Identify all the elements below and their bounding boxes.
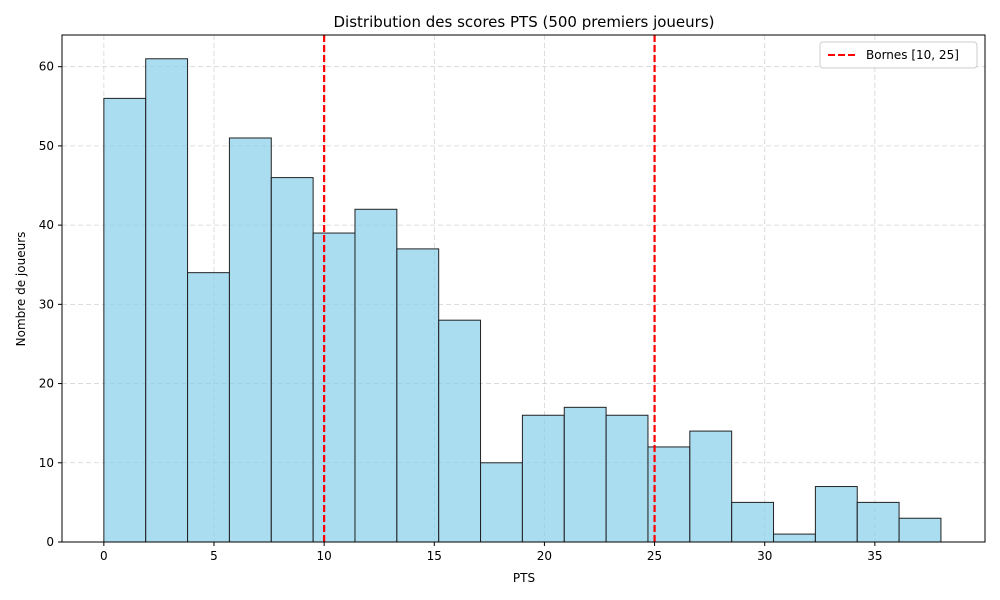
x-axis-label: PTS: [513, 571, 535, 585]
x-tick-label: 20: [537, 549, 552, 563]
plot-frame: [61, 34, 986, 543]
y-tick-label: 30: [39, 297, 54, 311]
x-tick-label: 30: [757, 549, 772, 563]
x-tick-label: 25: [647, 549, 662, 563]
y-tick-label: 0: [46, 535, 54, 549]
histogram-bar: [521, 414, 565, 543]
histogram-bar: [438, 319, 482, 543]
y-tick-label: 40: [39, 218, 54, 232]
histogram-bar: [228, 137, 272, 543]
histogram-bar: [605, 414, 649, 543]
threshold-lines: [323, 35, 656, 542]
chart-title: Distribution des scores PTS (500 premier…: [333, 13, 714, 31]
y-axis-label: Nombre de joueurs: [14, 232, 28, 347]
bars: [103, 58, 942, 543]
y-tick-label: 50: [39, 139, 54, 153]
histogram-bar: [563, 406, 607, 543]
histogram-bar: [270, 177, 314, 543]
y-axis-ticks: 0 10 20 30 40 50 60: [39, 60, 62, 549]
legend-label: Bornes [10, 25]: [866, 48, 959, 62]
x-tick-label: 10: [317, 549, 332, 563]
histogram-bar: [731, 501, 775, 543]
legend-box: [819, 41, 978, 69]
x-tick-label: 15: [427, 549, 442, 563]
x-axis-ticks: 0 5 10 15 20 25 30 35: [100, 542, 882, 563]
histogram-bar: [312, 232, 356, 543]
x-tick-label: 35: [867, 549, 882, 563]
x-tick-label: 0: [100, 549, 108, 563]
histogram-bar: [773, 533, 816, 543]
y-tick-label: 10: [39, 456, 54, 470]
x-tick-label: 5: [210, 549, 218, 563]
y-tick-label: 60: [39, 60, 54, 74]
y-tick-label: 20: [39, 377, 54, 391]
histogram-bar: [856, 501, 900, 543]
histogram-bar: [898, 517, 942, 543]
histogram-bar: [145, 58, 189, 543]
histogram-bar: [187, 272, 230, 543]
histogram-bar: [480, 462, 523, 543]
legend: Bornes [10, 25]: [819, 41, 978, 69]
histogram-bar: [354, 208, 398, 543]
histogram-bar: [689, 430, 733, 543]
histogram-bar: [814, 486, 858, 543]
histogram-bar: [103, 97, 147, 543]
histogram-bar: [396, 248, 440, 543]
